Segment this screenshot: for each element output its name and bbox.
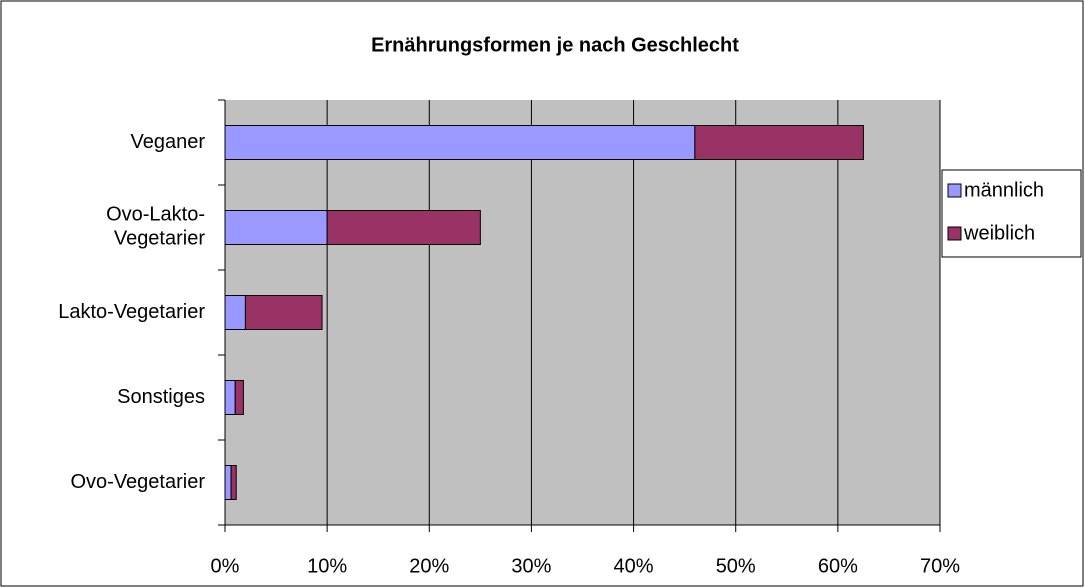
bar bbox=[224, 210, 328, 245]
x-tick-label: 10% bbox=[307, 555, 347, 577]
legend-box bbox=[941, 169, 1082, 258]
x-tick-label: 60% bbox=[818, 555, 858, 577]
bar bbox=[694, 125, 864, 160]
bar bbox=[326, 210, 481, 245]
x-tick-label: 0% bbox=[211, 555, 240, 577]
x-tick-label: 50% bbox=[716, 555, 756, 577]
x-tick-label: 70% bbox=[920, 555, 960, 577]
plot-area bbox=[225, 100, 940, 525]
bar bbox=[224, 295, 246, 330]
chart-title: Ernährungsformen je nach Geschlecht bbox=[371, 34, 739, 56]
x-tick-label: 40% bbox=[614, 555, 654, 577]
legend-swatch bbox=[947, 183, 962, 198]
x-tick-label: 20% bbox=[409, 555, 449, 577]
legend-label: weiblich bbox=[963, 222, 1035, 244]
y-tick-label: Veganer bbox=[130, 131, 205, 153]
x-tick-label: 30% bbox=[511, 555, 551, 577]
y-tick-label: Sonstiges bbox=[117, 386, 205, 408]
bar bbox=[224, 125, 696, 160]
bar bbox=[234, 380, 244, 415]
bar bbox=[224, 465, 232, 500]
bar bbox=[244, 295, 323, 330]
legend-swatch bbox=[947, 226, 962, 241]
y-tick-label: Lakto-Vegetarier bbox=[58, 301, 205, 323]
bar bbox=[224, 380, 236, 415]
bar bbox=[230, 465, 237, 500]
y-tick-label: Ovo-Lakto-Vegetarier bbox=[106, 204, 205, 250]
legend-label: männlich bbox=[964, 179, 1044, 201]
y-tick-label: Ovo-Vegetarier bbox=[70, 471, 205, 493]
